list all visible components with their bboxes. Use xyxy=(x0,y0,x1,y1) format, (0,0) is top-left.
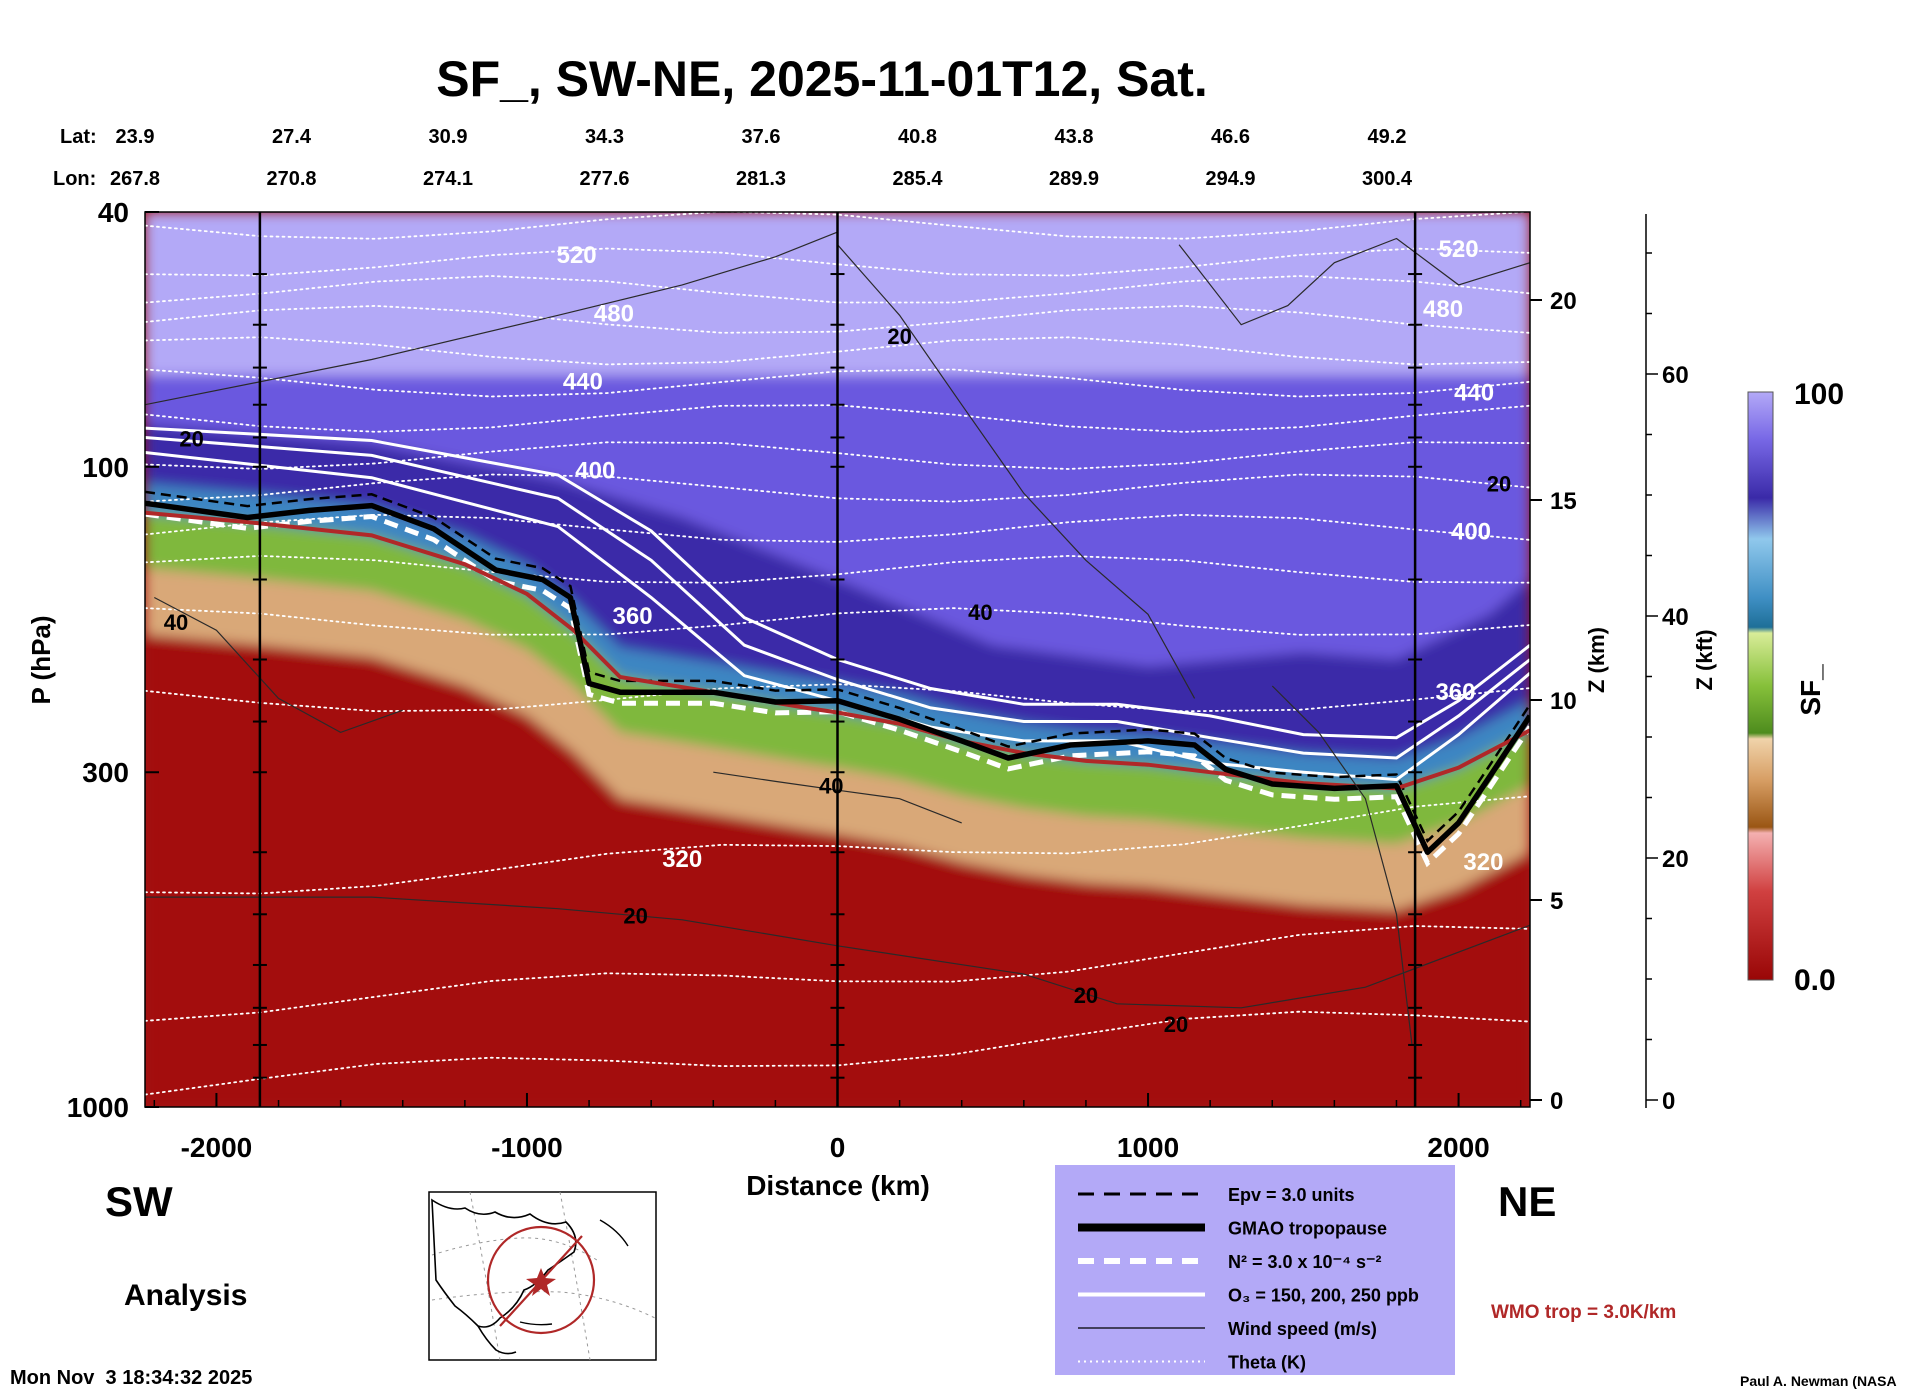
theta-label: 520 xyxy=(1439,236,1479,263)
theta-label: 440 xyxy=(563,368,603,395)
wind-speed-label: 20 xyxy=(887,324,911,349)
theta-label: 520 xyxy=(557,242,597,269)
y-tick-label: 300 xyxy=(82,757,129,788)
inset-map xyxy=(428,1191,657,1361)
lat-value: 40.8 xyxy=(898,126,937,148)
lat-lon-labels: 23.9 267.8 27.4 270.8 30.9 274.1 34.3 277.6 37.6… xyxy=(110,126,1413,190)
lat-value: 43.8 xyxy=(1055,126,1094,148)
z-km-tick-label: 20 xyxy=(1550,288,1577,315)
z-kft-tick-label: 60 xyxy=(1662,362,1689,389)
y-axis-title: P (hPa) xyxy=(26,615,56,704)
chart-title: SF_, SW-NE, 2025-11-01T12, Sat. xyxy=(436,51,1208,107)
legend-label: Theta (K) xyxy=(1228,1353,1306,1373)
lat-row-label: Lat: xyxy=(60,126,97,148)
x-tick-label: -2000 xyxy=(181,1132,253,1163)
theta-label: 360 xyxy=(613,603,653,630)
legend-label: Wind speed (m/s) xyxy=(1228,1319,1377,1339)
x-tick-label: -1000 xyxy=(491,1132,563,1163)
lat-value: 37.6 xyxy=(742,126,781,148)
y-tick-label: 1000 xyxy=(67,1092,129,1123)
lon-value: 281.3 xyxy=(736,168,786,190)
x-axis-title: Distance (km) xyxy=(746,1170,930,1201)
credit: Paul A. Newman (NASA xyxy=(1740,1373,1897,1389)
lat-value: 27.4 xyxy=(272,126,312,148)
colorbar xyxy=(1747,391,1774,981)
z-km-tick-label: 0 xyxy=(1550,1088,1563,1115)
wind-speed-label: 40 xyxy=(819,773,843,798)
lon-row-label: Lon: xyxy=(53,168,96,190)
wind-speed-label: 40 xyxy=(968,600,992,625)
lon-value: 274.1 xyxy=(423,168,473,190)
theta-label: 320 xyxy=(662,846,702,873)
theta-label: 480 xyxy=(594,301,634,328)
colorbar-title: SF_ xyxy=(1795,664,1826,716)
lon-value: 285.4 xyxy=(892,168,943,190)
legend-label: O₃ = 150, 200, 250 ppb xyxy=(1228,1286,1419,1306)
legend-label: Epv = 3.0 units xyxy=(1228,1185,1355,1205)
theta-label: 400 xyxy=(575,458,615,485)
wind-speed-label: 20 xyxy=(179,426,203,451)
theta-label: 440 xyxy=(1454,379,1494,406)
z-km-tick-label: 10 xyxy=(1550,688,1577,715)
lat-value: 23.9 xyxy=(116,126,155,148)
timestamp: Mon Nov 3 18:34:32 2025 xyxy=(10,1367,252,1389)
region-ne-label: NE xyxy=(1498,1178,1556,1225)
theta-label: 360 xyxy=(1435,679,1475,706)
z-kft-tick-label: 20 xyxy=(1662,846,1689,873)
wind-speed-label: 20 xyxy=(1164,1012,1188,1037)
colorbar-tick-min: 0.0 xyxy=(1794,964,1836,997)
wind-speed-label: 40 xyxy=(164,610,188,635)
y-tick-label: 100 xyxy=(82,452,129,483)
wind-speed-label: 20 xyxy=(623,903,647,928)
x-tick-label: 2000 xyxy=(1427,1132,1489,1163)
lat-value: 49.2 xyxy=(1368,126,1407,148)
x-tick-label: 1000 xyxy=(1117,1132,1179,1163)
lon-value: 267.8 xyxy=(110,168,160,190)
z-kft-tick-label: 0 xyxy=(1662,1088,1675,1115)
z-kft-tick-label: 40 xyxy=(1662,604,1689,631)
lat-value: 30.9 xyxy=(429,126,468,148)
legend-box xyxy=(1055,1165,1455,1375)
legend-label: N² = 3.0 x 10⁻⁴ s⁻² xyxy=(1228,1252,1381,1272)
legend-label: GMAO tropopause xyxy=(1228,1219,1387,1239)
x-tick-label: 0 xyxy=(830,1132,846,1163)
lon-value: 300.4 xyxy=(1362,168,1413,190)
z-km-axis-title: Z (km) xyxy=(1584,627,1609,693)
theta-label: 400 xyxy=(1451,519,1491,546)
wind-speed-label: 20 xyxy=(1074,983,1098,1008)
z-kft-axis-title: Z (kft) xyxy=(1692,629,1717,690)
lat-value: 34.3 xyxy=(585,126,624,148)
theta-label: 480 xyxy=(1423,296,1463,323)
lon-value: 289.9 xyxy=(1049,168,1099,190)
lon-value: 294.9 xyxy=(1205,168,1255,190)
z-km-tick-label: 15 xyxy=(1550,488,1577,515)
y-tick-label: 40 xyxy=(98,197,129,228)
lon-value: 277.6 xyxy=(579,168,629,190)
region-sw-label: SW xyxy=(105,1178,173,1225)
legend: Epv = 3.0 units GMAO tropopause N² = 3.0 x… xyxy=(1055,1165,1455,1375)
theta-label: 320 xyxy=(1463,849,1503,876)
colorbar-tick-max: 100 xyxy=(1794,378,1844,411)
analysis-label: Analysis xyxy=(124,1279,247,1312)
z-km-tick-label: 5 xyxy=(1550,888,1563,915)
lat-value: 46.6 xyxy=(1211,126,1250,148)
wind-speed-label: 20 xyxy=(1487,471,1511,496)
wmo-trop-label: WMO trop = 3.0K/km xyxy=(1491,1302,1676,1323)
lon-value: 270.8 xyxy=(266,168,316,190)
